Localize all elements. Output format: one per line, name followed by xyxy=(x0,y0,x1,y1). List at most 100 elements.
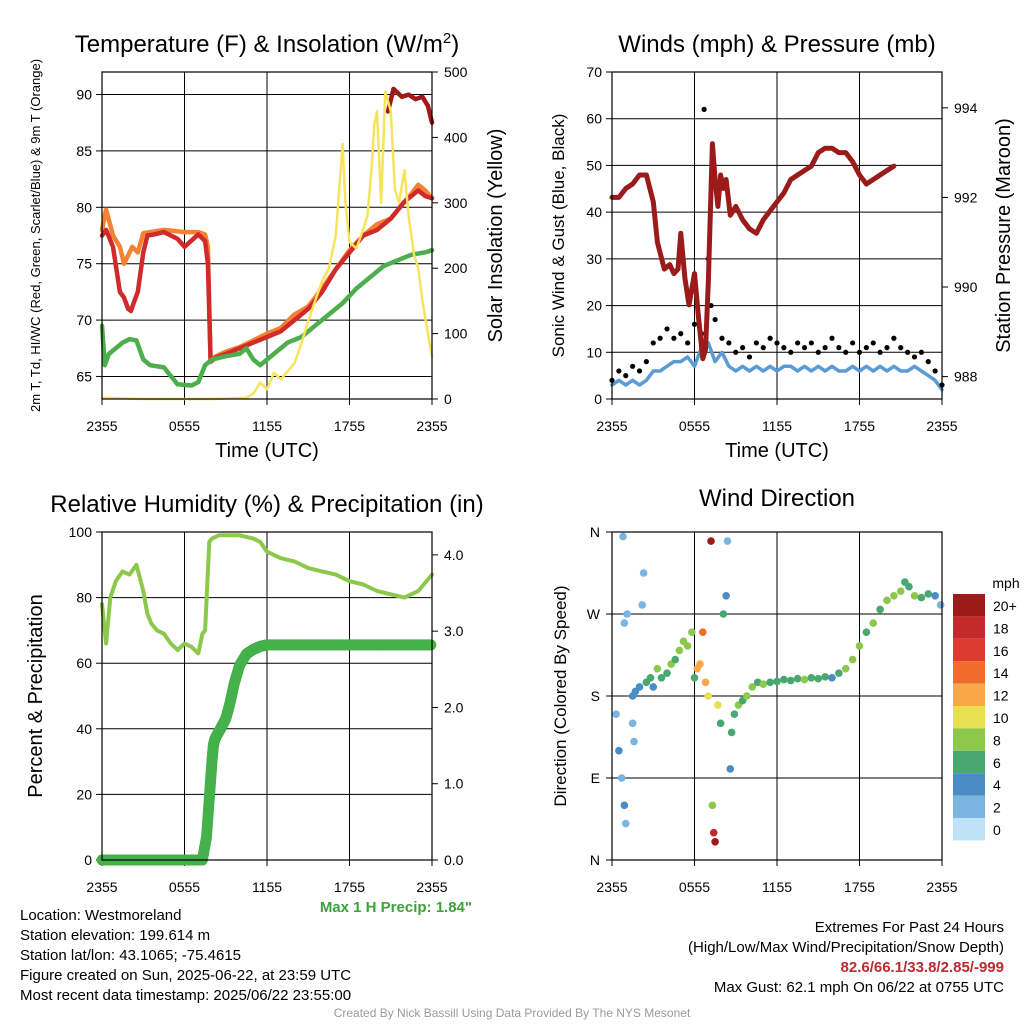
y-tick-label: 60 xyxy=(76,655,92,671)
x-tick-label: 0555 xyxy=(679,418,710,434)
direction-point xyxy=(698,628,707,637)
y-tick-label: 20 xyxy=(586,298,602,314)
colorbar-swatch xyxy=(953,750,985,774)
speed-colorbar: mph 20+ 18 16 14 12 10 8 6 4 2 0 xyxy=(953,575,1020,841)
direction-point xyxy=(896,587,905,596)
plot-border xyxy=(101,531,433,861)
chart-title: Wind Direction xyxy=(699,485,855,512)
colorbar-swatch xyxy=(953,616,985,639)
y-tick-label: 75 xyxy=(76,256,92,272)
gust-point xyxy=(911,354,918,360)
x-tick-label: 1155 xyxy=(762,879,792,895)
gust-point xyxy=(701,106,707,112)
direction-point xyxy=(623,610,631,618)
direction-point xyxy=(701,678,710,687)
direction-point xyxy=(704,692,713,700)
direction-point xyxy=(722,591,730,600)
y2-tick-label: 0 xyxy=(444,391,452,407)
gust-point xyxy=(898,345,904,351)
series-line xyxy=(99,247,435,388)
colorbar-label: 14 xyxy=(993,665,1009,681)
gust-point xyxy=(843,349,849,355)
y-tick-label: W xyxy=(587,606,601,622)
direction-point xyxy=(862,628,871,637)
y-tick-label: 0 xyxy=(594,391,602,407)
x-tick-label: 2355 xyxy=(416,418,447,434)
direction-point xyxy=(773,677,781,686)
gust-point xyxy=(925,359,931,365)
direction-point xyxy=(711,837,719,846)
superscript: 2 xyxy=(443,30,451,47)
x-tick-label: 2355 xyxy=(86,879,117,895)
direction-point xyxy=(869,619,878,627)
gust-point xyxy=(753,340,759,346)
y2-tick-label: 994 xyxy=(954,100,978,116)
extremes-title: Extremes For Past 24 Hours xyxy=(814,919,1004,936)
x-tick-label: 1755 xyxy=(844,418,875,434)
direction-point xyxy=(742,692,751,700)
direction-point xyxy=(639,569,648,577)
gust-point xyxy=(678,331,684,337)
precip-point xyxy=(425,639,437,651)
direction-point xyxy=(709,828,718,837)
y2-tick-label: 400 xyxy=(444,129,468,145)
gust-point xyxy=(891,335,897,341)
y2-axis-label: Solar Insolation (Yellow) xyxy=(485,129,507,343)
gust-point xyxy=(774,340,780,346)
gust-point xyxy=(733,349,739,355)
direction-point xyxy=(924,590,933,598)
direction-point xyxy=(793,674,802,683)
x-tick-label: 2355 xyxy=(926,418,957,434)
direction-point xyxy=(621,819,630,828)
colorbar-title: mph xyxy=(992,575,1019,591)
rh-line xyxy=(100,533,434,656)
colorbar-swatch xyxy=(953,795,985,818)
station-latlon: Station lat/lon: 43.1065; -75.4615 xyxy=(20,947,242,964)
direction-point xyxy=(828,673,836,682)
direction-point xyxy=(835,669,843,678)
colorbar-label: 2 xyxy=(993,800,1001,816)
direction-point xyxy=(671,655,680,664)
direction-point xyxy=(683,642,692,650)
direction-point xyxy=(936,601,945,609)
direction-point xyxy=(612,710,620,719)
colorbar-label: 6 xyxy=(993,755,1001,771)
plot-border xyxy=(611,531,943,861)
gust-point xyxy=(863,345,869,351)
y2-tick-label: 992 xyxy=(954,189,978,205)
direction-point xyxy=(620,619,629,627)
x-tick-label: 0555 xyxy=(679,879,710,895)
direction-point xyxy=(708,801,717,810)
direction-point xyxy=(630,737,638,746)
y-axis-label: 2m T, Td, HI/WC (Red, Green, Scarlet/Blu… xyxy=(28,59,43,412)
y-tick-label: 80 xyxy=(76,199,92,215)
chart-title: Temperature (F) & Insolation (W/m2) xyxy=(75,30,459,58)
colorbar-label: 18 xyxy=(993,620,1009,636)
y2-axis-label: Station Pressure (Maroon) xyxy=(993,118,1015,353)
y-tick-label: 40 xyxy=(586,204,602,220)
y2-tick-label: 0.0 xyxy=(444,852,464,868)
gust-point xyxy=(636,368,643,374)
x-tick-label: 0555 xyxy=(169,879,200,895)
y-tick-label: 60 xyxy=(586,111,602,127)
direction-point xyxy=(848,655,857,664)
direction-point xyxy=(657,673,666,682)
x-tick-label: 1755 xyxy=(334,879,365,895)
colorbar-label: 4 xyxy=(993,777,1001,793)
direction-point xyxy=(807,673,816,682)
direction-point xyxy=(653,664,662,673)
series-line xyxy=(100,90,434,401)
direction-point xyxy=(635,683,644,691)
direction-point xyxy=(617,774,626,782)
y-tick-label: 70 xyxy=(76,312,92,328)
gust-point xyxy=(767,335,773,341)
y2-tick-label: 300 xyxy=(444,195,468,211)
y-tick-label: 70 xyxy=(586,64,602,80)
x-axis-label: Time (UTC) xyxy=(215,440,319,462)
direction-point xyxy=(690,673,699,682)
colorbar-swatch xyxy=(953,683,985,706)
x-tick-label: 2355 xyxy=(596,879,627,895)
y-tick-label: E xyxy=(591,770,600,786)
direction-point xyxy=(714,701,722,709)
